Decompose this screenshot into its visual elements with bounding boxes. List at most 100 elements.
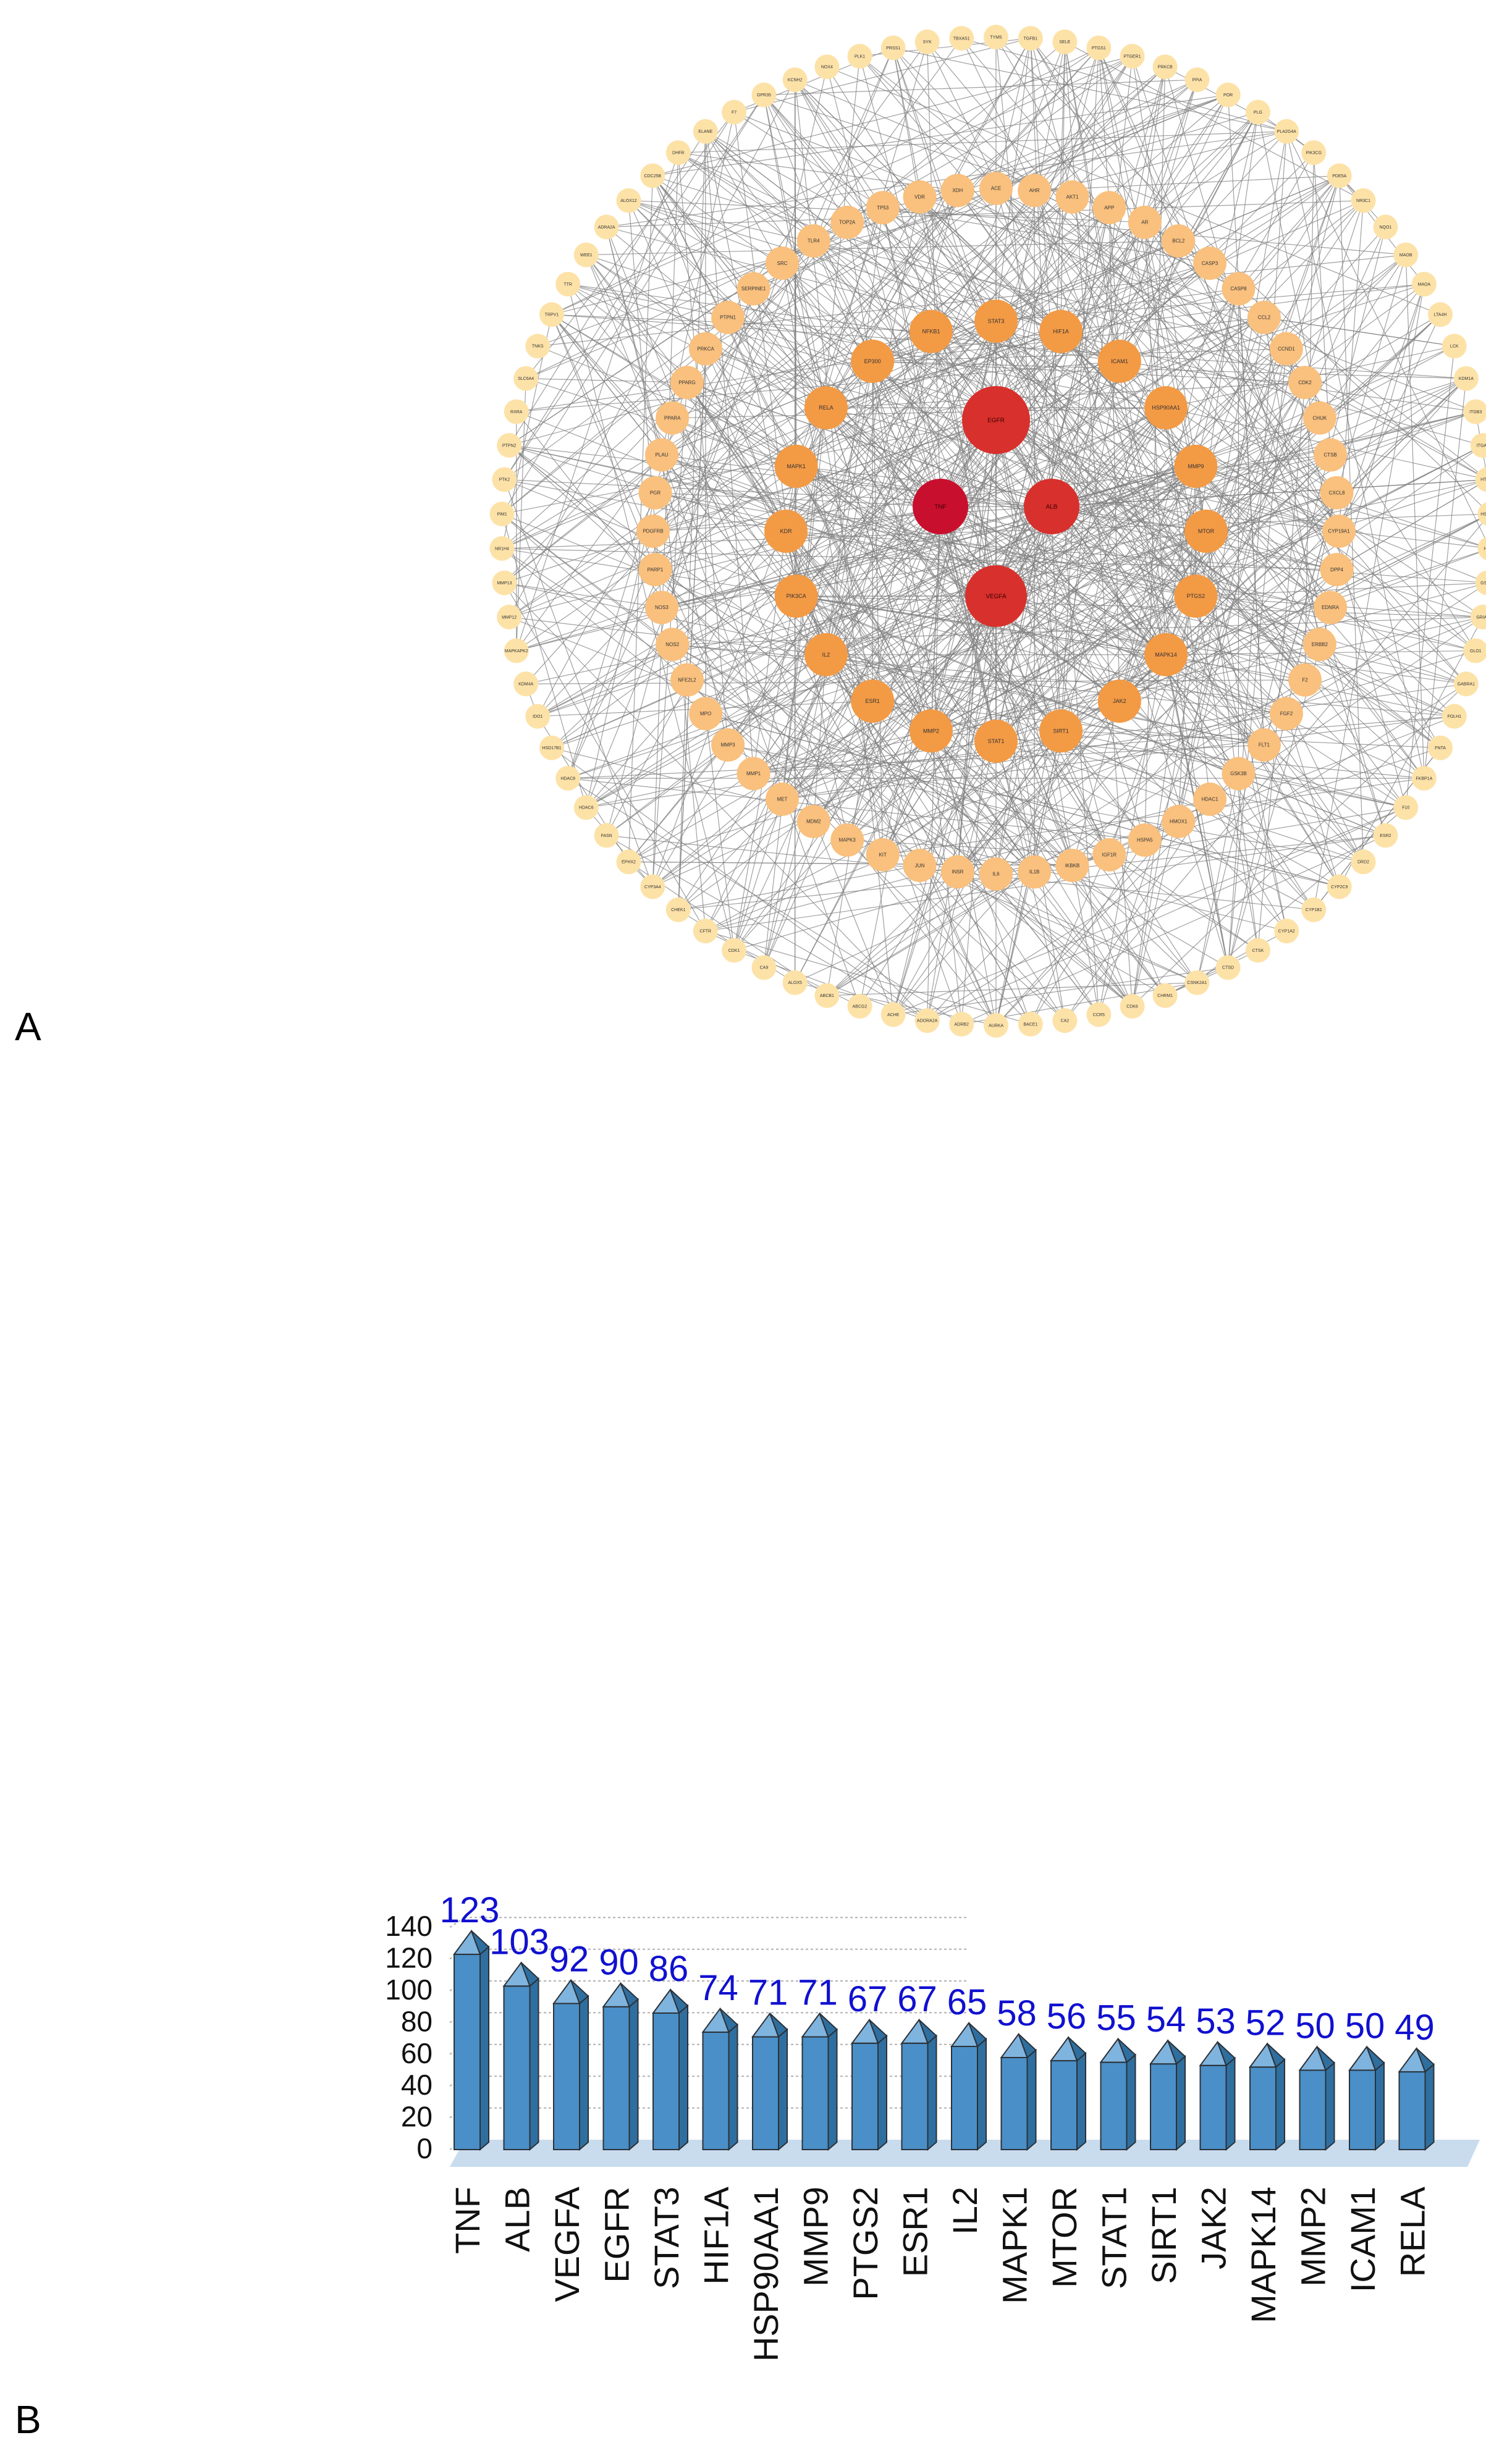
network-node-label: APP bbox=[1104, 205, 1114, 211]
network-node-label: MAPKAPK2 bbox=[505, 649, 528, 654]
network-node: ACHE bbox=[881, 1003, 906, 1027]
x-tick-label: ALB bbox=[498, 2187, 537, 2252]
network-node: TBXAS1 bbox=[949, 26, 974, 51]
network-node-label: TLR4 bbox=[808, 238, 820, 244]
network-node-label: GSK3B bbox=[1230, 771, 1247, 776]
network-node-label: NR3C1 bbox=[1356, 199, 1370, 203]
network-node-label: FOLH1 bbox=[1447, 715, 1461, 719]
network-node: HDAC1 bbox=[1193, 783, 1226, 816]
bar bbox=[1250, 2043, 1285, 2150]
network-node: LCK bbox=[1442, 334, 1467, 358]
network-node: MET bbox=[766, 783, 799, 816]
network-node-label: KDR bbox=[780, 528, 792, 534]
network-node-label: STAT3 bbox=[988, 318, 1005, 324]
network-node: MMP12 bbox=[497, 605, 521, 629]
network-node: MAPK1 bbox=[775, 445, 818, 488]
network-node: TYMS bbox=[984, 25, 1008, 49]
network-node: ADRB2 bbox=[949, 1012, 974, 1036]
network-node-label: HDAC1 bbox=[1201, 797, 1218, 802]
network-node-label: DRD2 bbox=[1357, 860, 1369, 865]
bar-front bbox=[803, 2037, 829, 2150]
network-node-label: BCL2 bbox=[1172, 238, 1185, 244]
y-tick-label: 20 bbox=[401, 2101, 433, 2133]
bar-front bbox=[653, 2013, 679, 2150]
network-node: EP300 bbox=[851, 340, 894, 383]
network-node-label: WEE1 bbox=[580, 253, 593, 258]
network-node: GABRA1 bbox=[1454, 671, 1479, 696]
bar-side bbox=[1326, 2063, 1335, 2150]
network-node: JAK2 bbox=[1098, 679, 1141, 723]
network-node-label: ADORA2A bbox=[917, 1019, 938, 1024]
network-node: STAT1 bbox=[974, 720, 1018, 763]
bar-value-label: 67 bbox=[897, 1979, 937, 2019]
network-node-label: CHRM1 bbox=[1157, 994, 1173, 998]
network-node: PPIA bbox=[1184, 67, 1209, 92]
network-node-label: NOX4 bbox=[821, 65, 833, 70]
network-node-label: PIK3CG bbox=[1306, 151, 1322, 155]
network-node: NOS3 bbox=[645, 591, 678, 624]
network-node: ADORA2A bbox=[915, 1008, 940, 1033]
network-node: LTA4H bbox=[1428, 302, 1453, 327]
bar-value-label: 67 bbox=[848, 1979, 888, 2019]
network-node-label: CASP8 bbox=[1230, 286, 1247, 292]
network-node-label: NR1H4 bbox=[495, 547, 509, 551]
x-tick-label: TNF bbox=[448, 2187, 487, 2254]
network-node: PRKCA bbox=[689, 332, 722, 366]
bar-value-label: 56 bbox=[1047, 1996, 1087, 2037]
network-node-label: PIM1 bbox=[497, 512, 507, 516]
network-node-label: FLT1 bbox=[1259, 742, 1270, 748]
bar bbox=[604, 1983, 638, 2150]
network-node: IL1B bbox=[1018, 856, 1051, 889]
x-tick-label: ICAM1 bbox=[1343, 2187, 1382, 2292]
network-node: SYK bbox=[915, 30, 940, 54]
network-node: CYP19A1 bbox=[1322, 515, 1356, 548]
network-node: ALOX12 bbox=[616, 188, 641, 213]
network-node: PTGS1 bbox=[1086, 35, 1111, 60]
network-node-label: GLO1 bbox=[1470, 649, 1482, 654]
network-node-label: PLA2G4A bbox=[1277, 130, 1296, 134]
network-node: HSD11B1 bbox=[1478, 502, 1486, 526]
network-node-label: CCL2 bbox=[1258, 315, 1271, 321]
bar-front bbox=[902, 2043, 928, 2150]
network-node-label: ESR2 bbox=[1380, 834, 1391, 838]
network-node-label: TYMS bbox=[990, 35, 1002, 40]
network-node-label: NQO1 bbox=[1379, 225, 1391, 230]
network-node-label: GPR35 bbox=[757, 93, 771, 98]
network-node-label: CCR5 bbox=[1093, 1013, 1105, 1017]
network-node: RXRA bbox=[504, 399, 529, 424]
x-tick-label: MTOR bbox=[1045, 2187, 1084, 2288]
network-node: KCNH2 bbox=[783, 67, 808, 92]
network-node-label: TTR bbox=[564, 282, 572, 287]
network-node-label: JAK2 bbox=[1113, 698, 1126, 704]
bar bbox=[1101, 2039, 1136, 2150]
bar bbox=[1051, 2037, 1086, 2150]
network-node-label: PPIA bbox=[1192, 78, 1202, 82]
network-node: INSR bbox=[941, 856, 974, 889]
bar bbox=[1150, 2040, 1185, 2150]
network-node-label: PRSS1 bbox=[886, 46, 900, 51]
network-node-label: IL6 bbox=[992, 872, 1000, 877]
network-node-label: PRKCA bbox=[697, 346, 714, 351]
bar-side bbox=[1028, 2050, 1036, 2150]
network-node-label: LCK bbox=[1450, 345, 1459, 349]
network-node: TGFB1 bbox=[1018, 26, 1043, 51]
network-node-label: MMP13 bbox=[497, 581, 512, 586]
network-node-label: PRKCB bbox=[1158, 65, 1173, 70]
network-node-label: IL2 bbox=[822, 652, 830, 658]
network-node-label: AURKA bbox=[989, 1024, 1003, 1028]
network-node-label: ABCB1 bbox=[820, 994, 834, 998]
bar-front bbox=[1300, 2071, 1326, 2150]
x-tick-label: MAPK14 bbox=[1244, 2187, 1283, 2323]
network-node: ESR2 bbox=[1373, 823, 1398, 848]
network-node-label: NOS2 bbox=[665, 642, 679, 647]
network-node: FASN bbox=[594, 823, 619, 848]
network-node-label: PPARG bbox=[678, 380, 695, 385]
network-node: KIT bbox=[866, 838, 900, 872]
network-node: ITGAL bbox=[1471, 433, 1486, 458]
network-node-label: CA2 bbox=[1061, 1019, 1070, 1024]
x-tick-label: JAK2 bbox=[1194, 2187, 1233, 2269]
bar-front bbox=[703, 2032, 729, 2150]
bar-front bbox=[504, 1986, 530, 2150]
